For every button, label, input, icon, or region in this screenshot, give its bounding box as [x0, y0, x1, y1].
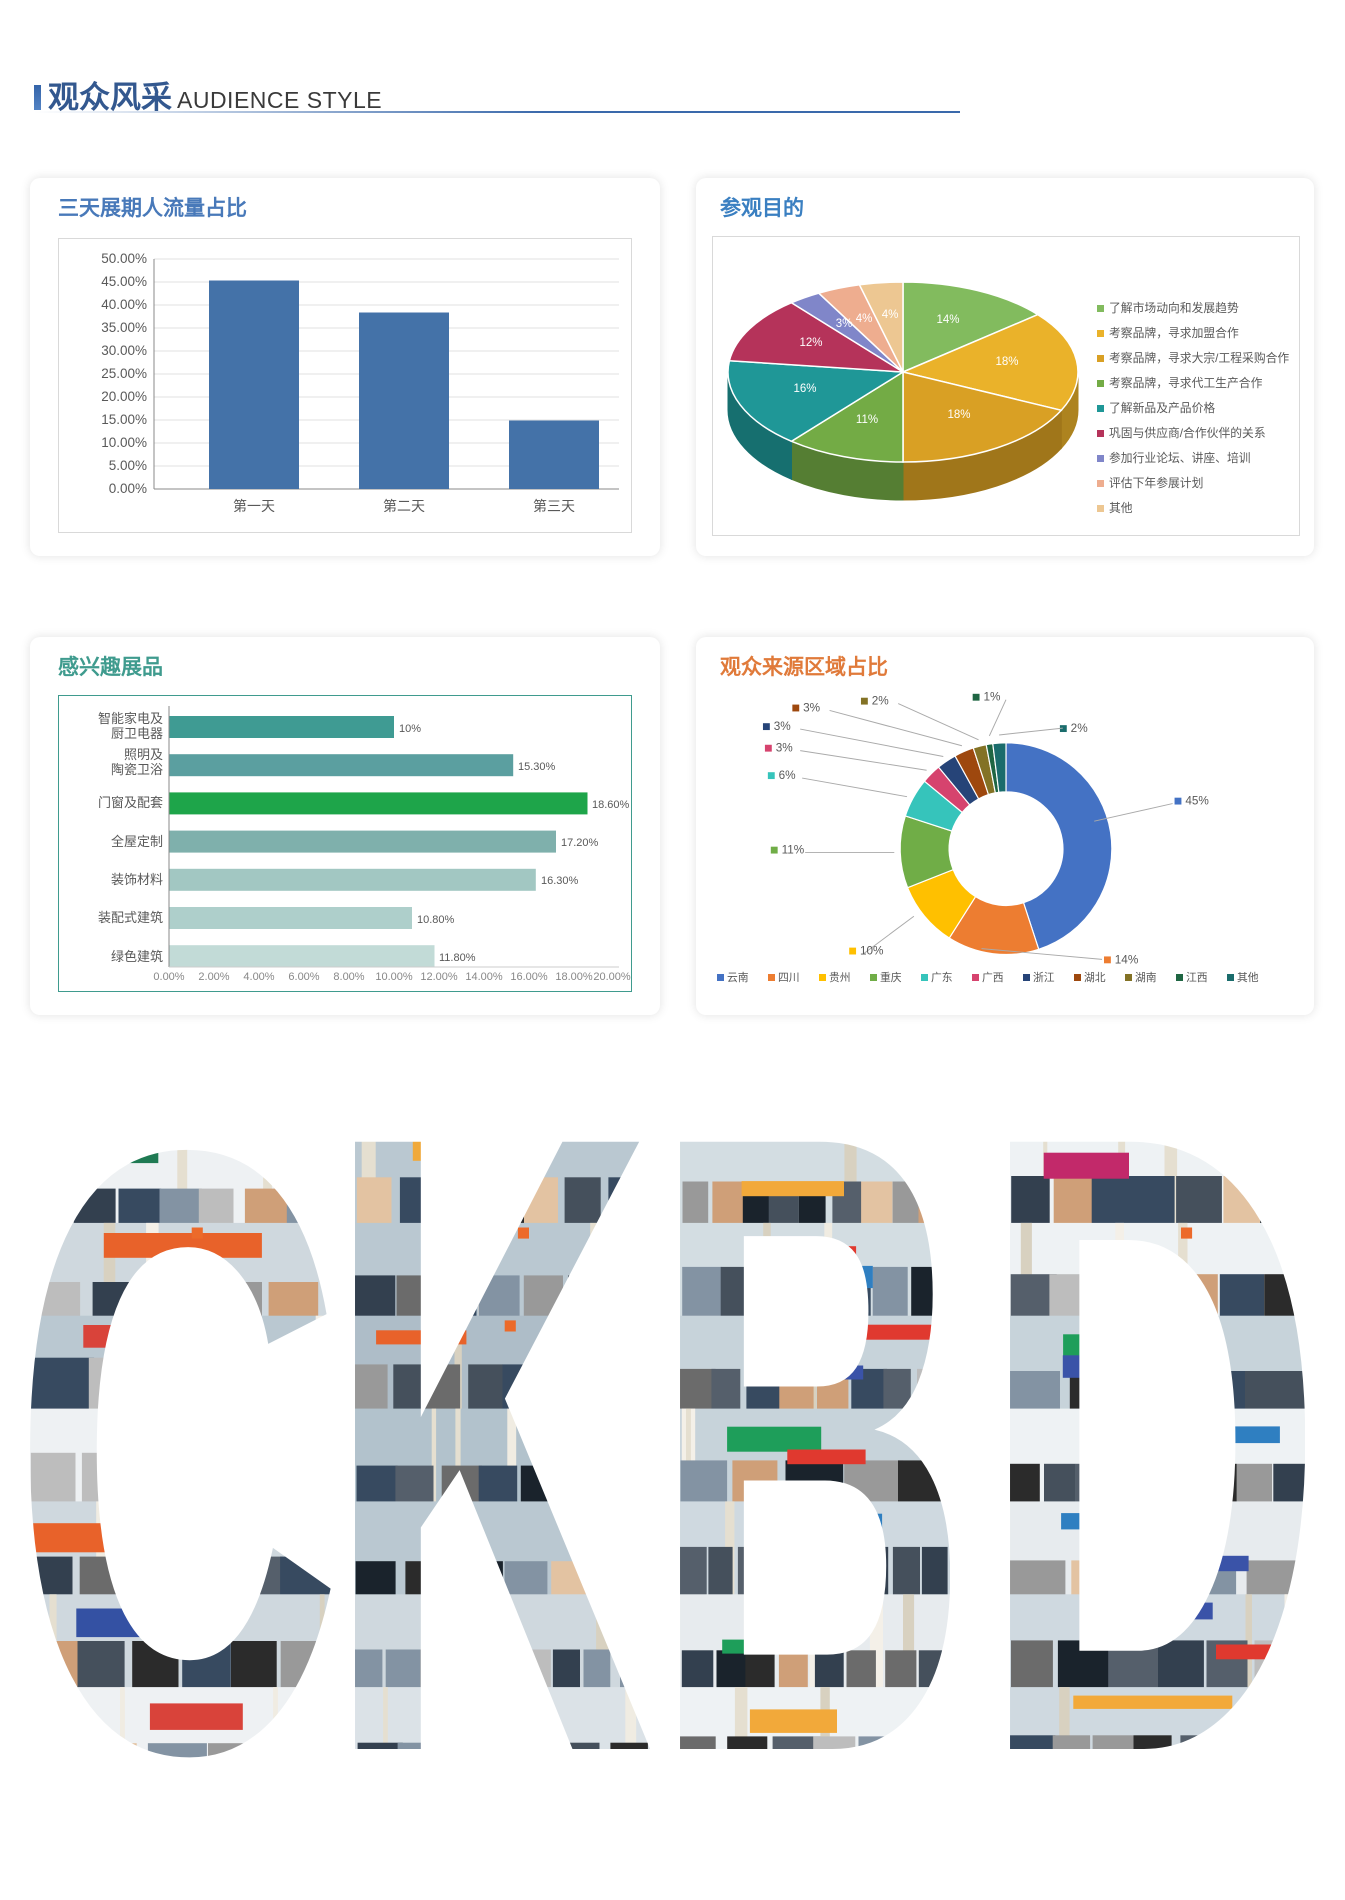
svg-text:45%: 45% [1185, 795, 1209, 808]
svg-text:考察品牌，寻求代工生产合作: 考察品牌，寻求代工生产合作 [1109, 376, 1263, 390]
svg-text:门窗及配套: 门窗及配套 [98, 795, 163, 810]
svg-text:12.00%: 12.00% [420, 971, 458, 983]
svg-text:14%: 14% [936, 314, 959, 326]
svg-text:江西: 江西 [1186, 971, 1208, 984]
svg-text:10.00%: 10.00% [101, 435, 147, 450]
svg-text:4.00%: 4.00% [243, 971, 274, 983]
svg-text:18%: 18% [947, 409, 970, 421]
svg-text:第二天: 第二天 [383, 498, 425, 514]
svg-text:1%: 1% [983, 692, 1001, 704]
svg-text:12%: 12% [799, 337, 822, 349]
svg-text:参加行业论坛、讲座、培训: 参加行业论坛、讲座、培训 [1109, 451, 1251, 465]
svg-text:18.00%: 18.00% [555, 971, 593, 983]
svg-text:考察品牌，寻求加盟合作: 考察品牌，寻求加盟合作 [1109, 326, 1239, 340]
svg-text:15.30%: 15.30% [518, 761, 556, 773]
svg-text:重庆: 重庆 [880, 970, 902, 984]
svg-text:16.00%: 16.00% [510, 971, 548, 983]
svg-text:3%: 3% [803, 701, 821, 714]
svg-text:45.00%: 45.00% [101, 274, 147, 289]
svg-text:照明及: 照明及 [124, 747, 163, 762]
svg-text:全屋定制: 全屋定制 [111, 834, 163, 849]
svg-text:装配式建筑: 装配式建筑 [98, 910, 163, 925]
svg-text:11.80%: 11.80% [439, 952, 476, 964]
svg-text:11%: 11% [856, 414, 878, 426]
svg-text:贵州: 贵州 [829, 971, 851, 984]
svg-text:第三天: 第三天 [533, 498, 575, 514]
svg-text:其他: 其他 [1237, 971, 1259, 984]
svg-text:10%: 10% [860, 944, 884, 957]
svg-text:四川: 四川 [778, 972, 800, 984]
svg-text:20.00%: 20.00% [593, 971, 631, 983]
svg-text:湖北: 湖北 [1084, 971, 1106, 984]
svg-text:4%: 4% [882, 309, 899, 321]
svg-text:装饰材料: 装饰材料 [111, 872, 163, 887]
svg-text:3%: 3% [836, 318, 853, 330]
svg-text:17.20%: 17.20% [561, 837, 599, 849]
svg-text:15.00%: 15.00% [101, 412, 147, 427]
svg-text:了解市场动向和发展趋势: 了解市场动向和发展趋势 [1109, 301, 1239, 315]
svg-text:11%: 11% [782, 844, 805, 857]
svg-text:浙江: 浙江 [1033, 971, 1055, 984]
svg-text:绿色建筑: 绿色建筑 [111, 949, 163, 964]
svg-text:14.00%: 14.00% [465, 971, 503, 983]
svg-text:巩固与供应商/合作伙伴的关系: 巩固与供应商/合作伙伴的关系 [1109, 426, 1266, 440]
svg-text:50.00%: 50.00% [101, 251, 147, 266]
svg-text:5.00%: 5.00% [109, 458, 147, 473]
svg-text:3%: 3% [776, 742, 794, 755]
svg-text:广西: 广西 [982, 971, 1004, 984]
svg-text:14%: 14% [1115, 953, 1139, 966]
svg-text:35.00%: 35.00% [101, 320, 147, 335]
svg-text:18.60%: 18.60% [592, 799, 630, 811]
svg-text:考察品牌，寻求大宗/工程采购合作: 考察品牌，寻求大宗/工程采购合作 [1109, 351, 1289, 365]
svg-text:30.00%: 30.00% [101, 343, 147, 358]
svg-text:厨卫电器: 厨卫电器 [111, 726, 163, 741]
svg-text:陶瓷卫浴: 陶瓷卫浴 [111, 762, 163, 777]
svg-text:18%: 18% [995, 356, 1018, 368]
svg-text:3%: 3% [774, 720, 792, 733]
svg-text:广东: 广东 [931, 971, 953, 984]
svg-text:10.80%: 10.80% [417, 914, 455, 926]
svg-text:0.00%: 0.00% [153, 971, 184, 983]
svg-text:8.00%: 8.00% [333, 971, 364, 983]
svg-text:16.30%: 16.30% [541, 875, 579, 887]
svg-text:10.00%: 10.00% [375, 971, 413, 983]
svg-text:10%: 10% [399, 723, 421, 735]
svg-text:6%: 6% [779, 769, 797, 782]
svg-text:湖南: 湖南 [1135, 971, 1157, 984]
svg-text:其他: 其他 [1109, 501, 1133, 515]
svg-text:16%: 16% [793, 383, 816, 395]
svg-text:6.00%: 6.00% [288, 971, 319, 983]
svg-text:第一天: 第一天 [233, 498, 275, 514]
svg-text:40.00%: 40.00% [101, 297, 147, 312]
svg-text:云南: 云南 [727, 971, 749, 984]
svg-text:0.00%: 0.00% [109, 481, 147, 496]
svg-text:2%: 2% [872, 695, 890, 708]
svg-text:评估下年参展计划: 评估下年参展计划 [1109, 476, 1203, 490]
svg-text:20.00%: 20.00% [101, 389, 147, 404]
svg-text:2.00%: 2.00% [198, 971, 229, 983]
svg-text:4%: 4% [856, 313, 873, 325]
svg-text:智能家电及: 智能家电及 [98, 711, 163, 726]
svg-text:25.00%: 25.00% [101, 366, 147, 381]
svg-text:了解新品及产品价格: 了解新品及产品价格 [1109, 401, 1215, 415]
svg-text:2%: 2% [1071, 722, 1089, 735]
